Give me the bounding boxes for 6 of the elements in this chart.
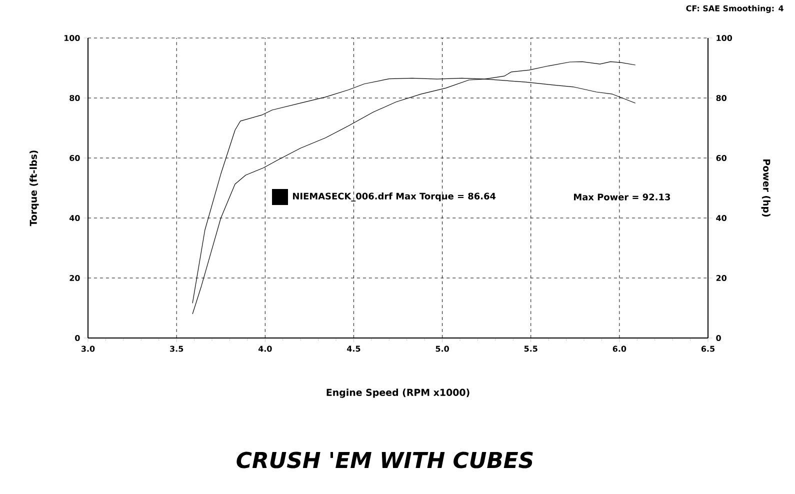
x-axis-title: Engine Speed (RPM x1000): [326, 388, 470, 398]
annotation: Max Power = 92.13: [574, 194, 670, 200]
y2-axis-title: Power (hp): [761, 160, 770, 217]
text: CRUSH 'EM WITH CUBES: [236, 452, 533, 468]
annotation: NIEMASECK_006.drf Max Torque = 86.64: [293, 192, 496, 202]
y-axis-title: Torque (ft-lbs): [30, 150, 39, 226]
